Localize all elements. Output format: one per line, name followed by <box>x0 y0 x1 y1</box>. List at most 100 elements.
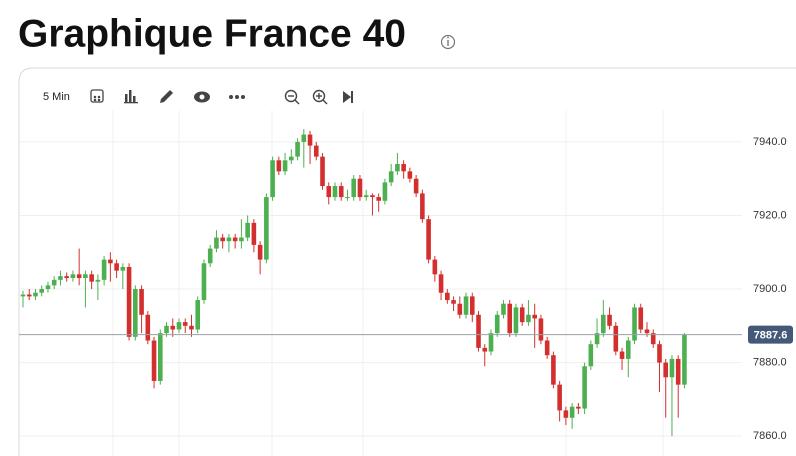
candle-body <box>551 355 556 385</box>
draw-button[interactable] <box>160 90 173 103</box>
y-tick-label: 7920.0 <box>753 209 787 221</box>
candle-body <box>445 292 450 301</box>
candle-body <box>332 186 338 198</box>
candle-body <box>313 145 319 157</box>
candle-body <box>33 292 38 297</box>
candle-body <box>101 259 107 280</box>
candle-body <box>114 263 119 271</box>
candle-body <box>376 197 381 201</box>
candle-body <box>413 178 419 194</box>
candle-body <box>45 285 51 290</box>
candle-body <box>58 276 63 280</box>
candle-body <box>226 237 232 242</box>
candle-body <box>26 294 32 297</box>
y-tick-label: 7900.0 <box>753 283 787 295</box>
candle-body <box>126 266 132 337</box>
candle-body <box>289 156 294 161</box>
candle-body <box>532 314 537 319</box>
candle-body <box>457 303 463 315</box>
candle-body <box>507 303 513 334</box>
zoom-out-button[interactable] <box>284 89 300 105</box>
candle-body <box>401 163 406 172</box>
candle-body <box>182 322 188 326</box>
candle-body <box>207 248 213 264</box>
candle-body <box>89 274 94 282</box>
plot: 7860.0 7880.0 7900.0 7920.0 7940.0 7887.6 <box>19 129 793 442</box>
candle-body <box>582 366 587 409</box>
toolbar: 5 Min <box>43 89 353 105</box>
chart-title: Graphique France 40 <box>18 12 406 55</box>
candle-body <box>251 222 257 245</box>
candle-body <box>345 197 350 199</box>
candle-body <box>613 325 619 352</box>
candle-body <box>357 178 363 198</box>
candle-body <box>133 289 138 337</box>
candle-body <box>51 279 57 286</box>
candle-body <box>307 134 313 146</box>
candle-body <box>632 307 637 341</box>
candle-body <box>482 347 488 352</box>
candle-body <box>388 171 394 183</box>
candle-body <box>657 344 662 363</box>
last-price-label: 7887.6 <box>754 330 788 342</box>
candle-body <box>476 314 481 348</box>
candle-body <box>151 340 157 381</box>
candle-body <box>488 333 494 352</box>
candle-body <box>295 141 300 157</box>
candle-body <box>108 259 113 264</box>
candle-body <box>619 351 625 359</box>
time-grid <box>112 110 664 456</box>
candle-body <box>650 333 656 345</box>
more-button[interactable] <box>229 95 245 99</box>
candle-body <box>363 195 369 198</box>
candle-body <box>675 358 681 385</box>
candle-body <box>557 384 562 411</box>
y-tick-label: 7860.0 <box>753 430 787 442</box>
indicators-button[interactable] <box>124 90 138 104</box>
candle-body <box>370 195 375 198</box>
candle-body <box>607 314 612 326</box>
candle-body <box>426 219 431 260</box>
last-price-tag <box>748 325 793 344</box>
candle-type-button[interactable] <box>90 89 104 103</box>
candle-body <box>157 333 163 381</box>
candle-body <box>170 325 176 330</box>
candle-body <box>544 340 550 356</box>
interval-button[interactable]: 5 Min <box>43 91 70 103</box>
candle-body <box>257 244 263 260</box>
y-tick-label: 7940.0 <box>753 136 787 148</box>
candle-body <box>189 325 194 330</box>
candle-body <box>519 307 525 323</box>
candle-body <box>682 334 687 385</box>
candle-body <box>64 276 69 278</box>
candle-body <box>245 222 250 238</box>
candle-body <box>120 266 126 271</box>
candle-body <box>576 406 581 409</box>
candle-body <box>432 259 438 275</box>
candle-body <box>95 279 101 282</box>
candle-body <box>494 314 500 334</box>
candle-body <box>601 314 606 334</box>
candle-body <box>351 178 357 198</box>
candle-body <box>644 329 650 334</box>
candle-body <box>438 274 444 293</box>
info-icon[interactable] <box>440 34 456 50</box>
scroll-end-button[interactable] <box>343 91 353 103</box>
candle-body <box>469 296 475 315</box>
candle-body <box>83 274 88 278</box>
zoom-in-button[interactable] <box>312 89 328 105</box>
candle-body <box>638 307 644 330</box>
candle-body <box>276 160 282 172</box>
candle-body <box>301 134 307 142</box>
candle-body <box>176 322 182 330</box>
candle-body <box>625 340 631 359</box>
candle-body <box>239 237 244 242</box>
candle-body <box>145 314 151 341</box>
candle-body <box>282 160 288 172</box>
view-button[interactable] <box>194 91 210 103</box>
candle-body <box>451 300 456 304</box>
candle-body <box>669 358 675 378</box>
candle-body <box>538 318 544 341</box>
candle-body <box>70 274 76 278</box>
